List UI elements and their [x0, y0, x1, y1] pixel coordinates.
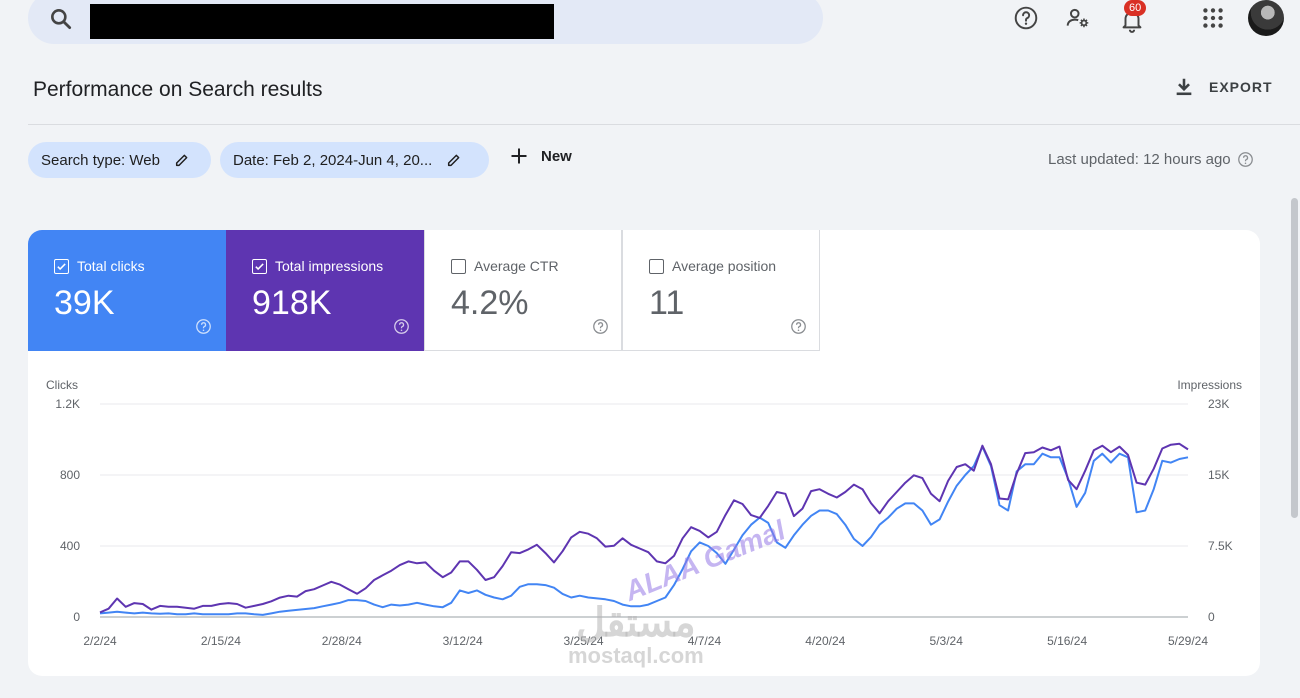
- watermark-logo-arabic: مستقل: [575, 601, 696, 645]
- average-ctr-header: Average CTR: [451, 258, 559, 274]
- y-right-tick-label: 23K: [1208, 397, 1229, 411]
- page-title: Performance on Search results: [33, 78, 323, 101]
- watermark-logo-url: mostaql.com: [568, 643, 704, 668]
- header-divider: [28, 124, 1300, 125]
- x-tick-label: 2/15/24: [201, 634, 241, 648]
- checkbox-checked-icon[interactable]: [54, 258, 69, 274]
- average-ctr-value: 4.2%: [451, 284, 529, 322]
- x-tick-label: 2/28/24: [322, 634, 362, 648]
- x-tick-label: 3/25/24: [564, 634, 604, 648]
- total-impressions-label: Total impressions: [275, 258, 384, 274]
- help-icon[interactable]: [1013, 5, 1039, 31]
- average-position-tile[interactable]: Average position 11: [622, 230, 820, 351]
- checkbox-unchecked-icon[interactable]: [451, 258, 466, 274]
- y-right-tick-label: 0: [1208, 610, 1215, 624]
- export-button[interactable]: EXPORT: [1173, 76, 1273, 98]
- date-label: Date: Feb 2, 2024-Jun 4, 20...: [233, 151, 433, 169]
- export-label: EXPORT: [1209, 79, 1273, 95]
- help-icon[interactable]: [393, 318, 410, 335]
- y-axis-left-title: Clicks: [46, 378, 78, 392]
- average-position-header: Average position: [649, 258, 776, 274]
- scrollbar-thumb[interactable]: [1291, 198, 1298, 518]
- y-left-tick-label: 0: [73, 610, 80, 624]
- total-clicks-value: 39K: [54, 284, 115, 322]
- total-impressions-header: Total impressions: [252, 258, 383, 274]
- last-updated: Last updated: 12 hours ago: [1048, 151, 1254, 168]
- checkbox-unchecked-icon[interactable]: [649, 258, 664, 274]
- total-clicks-tile[interactable]: Total clicks 39K: [28, 230, 226, 351]
- performance-chart[interactable]: Clicks Impressions 0 0 400 7.5K 800 15K 1.2K 23…: [28, 370, 1260, 676]
- y-left-tick-label: 1.2K: [55, 397, 80, 411]
- search-type-label: Search type: Web: [41, 151, 160, 169]
- top-bar: 60: [0, 0, 1300, 56]
- help-icon[interactable]: [790, 318, 807, 335]
- help-icon[interactable]: [592, 318, 609, 335]
- last-updated-text: Last updated: 12 hours ago: [1048, 151, 1231, 168]
- total-clicks-label: Total clicks: [77, 258, 145, 274]
- notification-badge: 60: [1124, 0, 1147, 16]
- y-right-tick-label: 7.5K: [1208, 539, 1233, 553]
- x-tick-label: 5/16/24: [1047, 634, 1087, 648]
- average-ctr-tile[interactable]: Average CTR 4.2%: [424, 230, 622, 351]
- y-left-tick-label: 400: [60, 539, 80, 553]
- edit-icon: [448, 154, 460, 167]
- download-icon: [1176, 78, 1192, 96]
- total-impressions-value: 918K: [252, 284, 332, 322]
- avatar[interactable]: [1248, 0, 1284, 36]
- performance-card: Total clicks 39K Total impressions 918K …: [28, 230, 1260, 676]
- edit-icon: [175, 154, 188, 167]
- impressions-series-line: [99, 442, 1189, 614]
- new-filter-label: New: [541, 147, 572, 165]
- total-impressions-tile[interactable]: Total impressions 918K: [226, 230, 424, 351]
- help-icon[interactable]: [1237, 151, 1254, 168]
- average-position-label: Average position: [672, 258, 777, 274]
- plus-icon: [511, 148, 527, 164]
- help-icon[interactable]: [195, 318, 212, 335]
- checkbox-checked-icon[interactable]: [252, 258, 267, 274]
- search-input[interactable]: [90, 4, 554, 39]
- x-tick-label: 2/2/24: [83, 634, 117, 648]
- search-type-filter[interactable]: Search type: Web: [28, 142, 211, 178]
- y-left-tick-label: 800: [60, 468, 80, 482]
- x-tick-label: 4/20/24: [805, 634, 845, 648]
- total-clicks-header: Total clicks: [54, 258, 145, 274]
- search-icon[interactable]: [48, 6, 74, 32]
- watermark-logo: مستقل mostaql.com: [568, 603, 704, 669]
- x-tick-label: 3/12/24: [443, 634, 483, 648]
- y-axis-right-title: Impressions: [1177, 378, 1242, 392]
- y-right-tick-label: 15K: [1208, 468, 1229, 482]
- x-tick-label: 4/7/24: [688, 634, 722, 648]
- date-filter[interactable]: Date: Feb 2, 2024-Jun 4, 20...: [220, 142, 489, 178]
- search-bar[interactable]: [28, 0, 823, 44]
- average-position-value: 11: [649, 284, 685, 322]
- page-scrollbar[interactable]: [1288, 196, 1300, 698]
- manage-users-icon[interactable]: [1065, 5, 1091, 31]
- average-ctr-label: Average CTR: [474, 258, 559, 274]
- clicks-series-line: [99, 445, 1189, 616]
- x-tick-label: 5/3/24: [930, 634, 964, 648]
- x-tick-label: 5/29/24: [1168, 634, 1208, 648]
- apps-grid-icon[interactable]: [1200, 5, 1226, 31]
- new-filter-button[interactable]: New: [509, 146, 572, 166]
